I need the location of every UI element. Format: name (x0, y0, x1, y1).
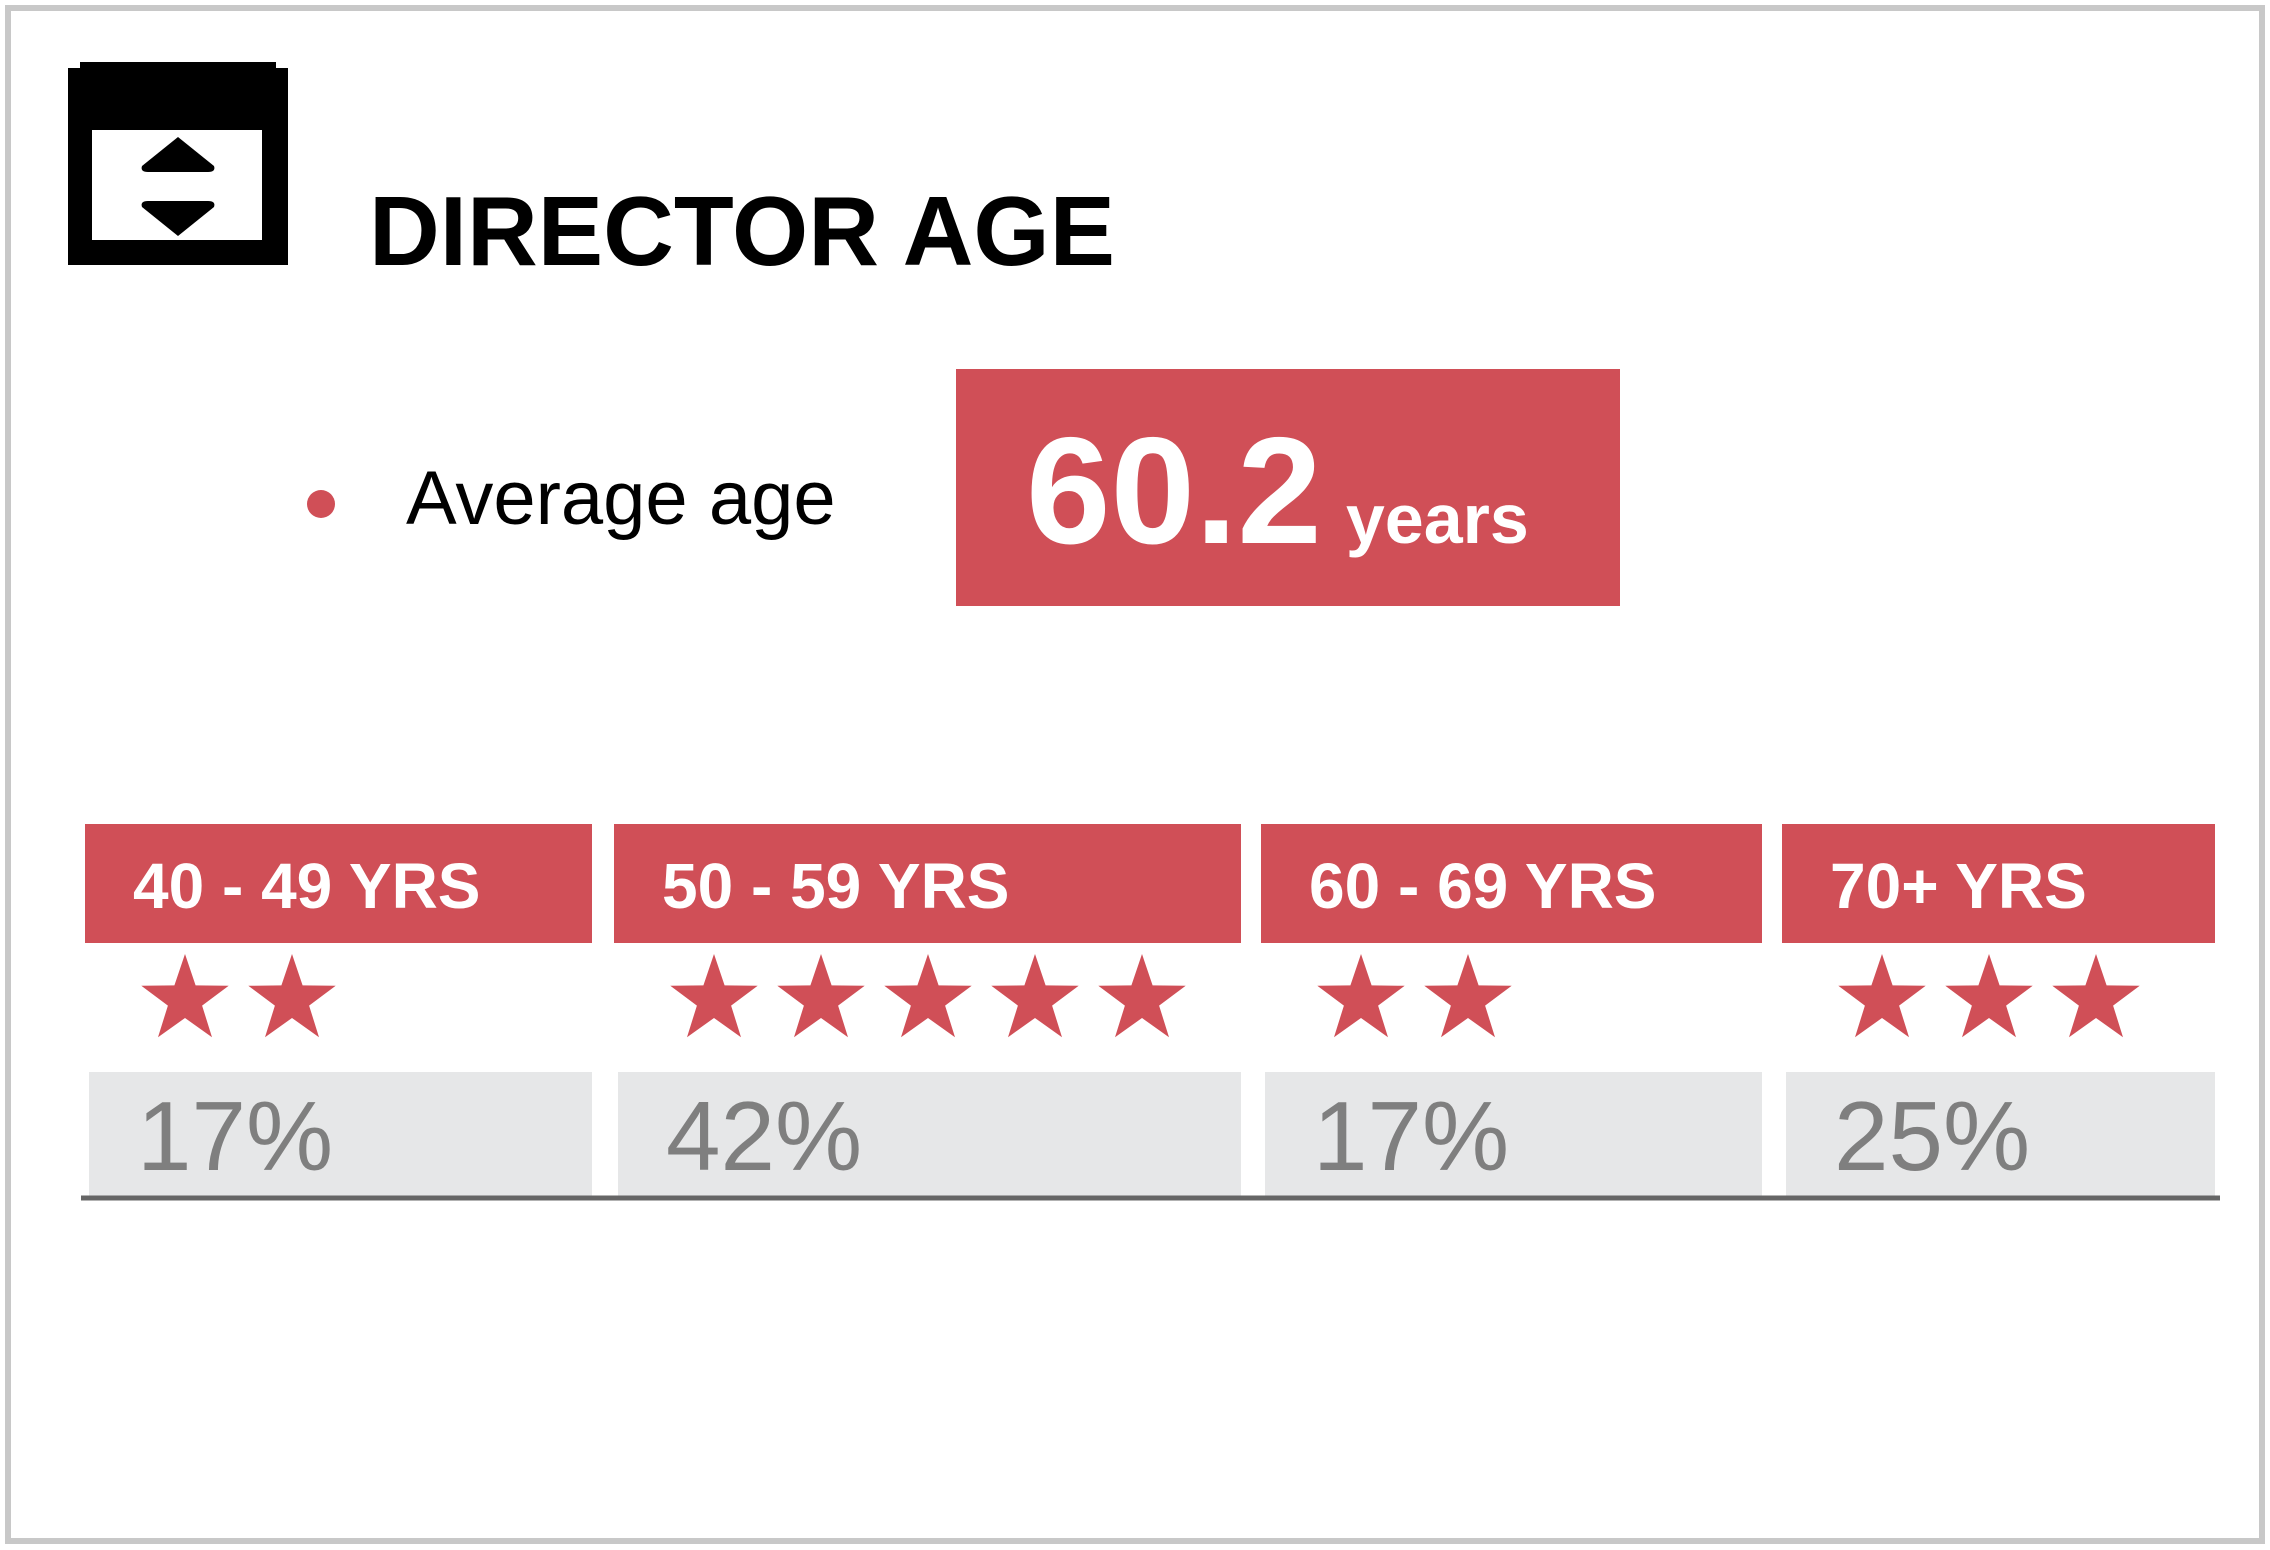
calendar-icon (68, 62, 288, 265)
star (670, 954, 758, 1038)
average-label: Average age (406, 456, 836, 541)
star (1838, 954, 1926, 1038)
star (248, 954, 336, 1038)
group-label: 60 - 69 YRS (1309, 850, 1656, 922)
average-text: 60.2 years (1026, 406, 1529, 576)
age-groups: 40 - 49 YRS 17% 50 - 59 YRS 42% 60 - 69 YRS 1… (85, 824, 2215, 1196)
share-value: 17% (137, 1081, 333, 1191)
share-box (1265, 1072, 1762, 1196)
frame (5, 5, 2265, 1544)
group-header (1782, 824, 2215, 943)
share-box (1786, 1072, 2215, 1196)
star (1945, 954, 2033, 1038)
group-label: 70+ YRS (1830, 850, 2087, 922)
group-header (614, 824, 1241, 943)
star (1317, 954, 1405, 1038)
share-box (89, 1072, 592, 1196)
star (991, 954, 1079, 1038)
bullet (307, 490, 335, 518)
group-header (1261, 824, 1762, 943)
star (141, 954, 229, 1038)
star (2052, 954, 2140, 1038)
average-value: 60.2 (1026, 406, 1322, 576)
average-unit: years (1346, 480, 1529, 558)
share-value: 42% (666, 1081, 862, 1191)
group-label: 50 - 59 YRS (662, 850, 1009, 922)
group-header (85, 824, 592, 943)
average-box (956, 369, 1620, 606)
share-value: 25% (1834, 1081, 2030, 1191)
star (884, 954, 972, 1038)
share-box (618, 1072, 1241, 1196)
star (1098, 954, 1186, 1038)
star (777, 954, 865, 1038)
star (1424, 954, 1512, 1038)
share-value: 17% (1313, 1081, 1509, 1191)
title: DIRECTOR AGE (369, 176, 1115, 286)
group-label: 40 - 49 YRS (133, 850, 480, 922)
